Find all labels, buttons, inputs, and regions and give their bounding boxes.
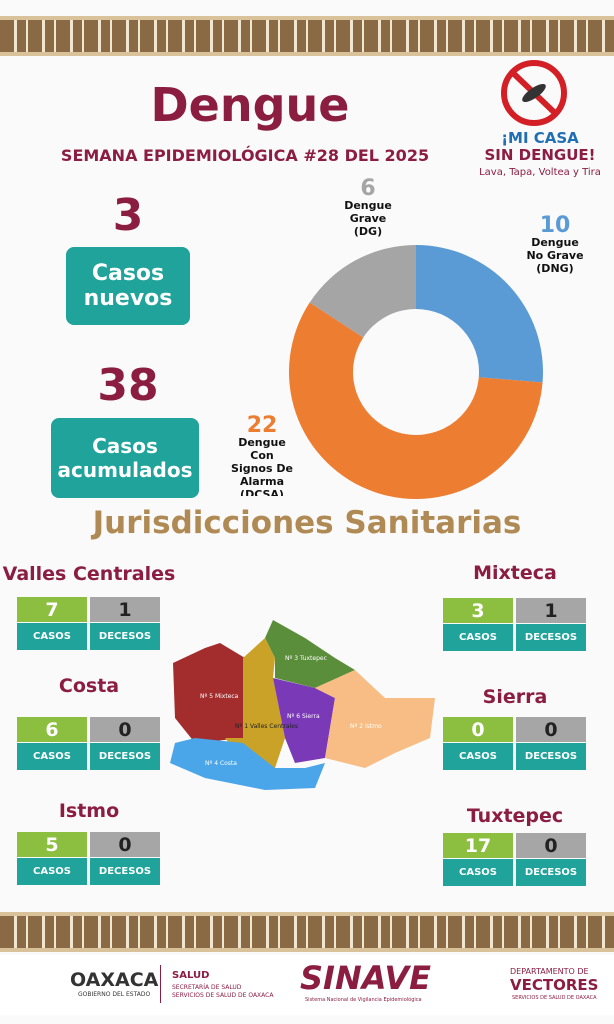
map-label: Nº 2 Istmo: [350, 723, 382, 730]
casos-label: CASOS: [443, 743, 513, 770]
decesos-value: 0: [516, 833, 586, 858]
summary-label: Casos nuevos: [66, 247, 190, 325]
decesos-label: DECESOS: [90, 623, 160, 650]
casos-label: CASOS: [443, 624, 513, 651]
decesos-label: DECESOS: [516, 743, 586, 770]
category-label: Dengue Con Signos De Alarma (DCSA): [231, 436, 293, 496]
campaign-line2: SIN DENGUE!: [484, 146, 596, 164]
casos-label: CASOS: [17, 858, 87, 885]
decesos-label: DECESOS: [516, 859, 586, 886]
jurisdiction-name: Istmo: [58, 800, 120, 822]
donut-segment: [309, 245, 416, 338]
footer-state: OAXACA: [70, 969, 159, 991]
footer-dept-sub: SERVICIOS DE SALUD DE OAXACA: [512, 995, 597, 1001]
summary-label: Casos acumulados: [51, 418, 199, 498]
jurisdiction-name: Sierra: [482, 686, 548, 708]
value-label: 6: [360, 176, 375, 201]
map: Nº 5 Mixteca Nº 1 Valles Centrales Nº 3 Tu…: [170, 620, 435, 790]
casos-label: CASOS: [17, 623, 87, 650]
jurisdiction-name: Mixteca: [473, 562, 557, 584]
casos-label: CASOS: [443, 859, 513, 886]
footer-dept: DEPARTAMENTO DE: [510, 967, 589, 976]
jurisdiction-name: Costa: [58, 675, 120, 697]
map-label: Nº 6 Sierra: [287, 713, 320, 720]
mosquito-icon: [501, 60, 567, 126]
map-label: Nº 3 Tuxtepec: [285, 655, 327, 662]
map-label: Nº 5 Mixteca: [200, 693, 239, 700]
category-label: Dengue Grave (DG): [344, 199, 392, 238]
decesos-value: 1: [516, 598, 586, 623]
map-label: Nº 1 Valles Centrales: [235, 723, 298, 730]
jurisdiction-name: Valles Centrales: [2, 563, 176, 585]
divider: [160, 965, 161, 1003]
footer-state-sub: GOBIERNO DEL ESTADO: [78, 991, 151, 998]
donut-segment: [288, 302, 543, 499]
decesos-label: DECESOS: [90, 858, 160, 885]
title: Dengue: [150, 78, 350, 132]
casos-value: 5: [17, 832, 87, 857]
decesos-value: 0: [516, 717, 586, 742]
footer: OAXACA GOBIERNO DEL ESTADO SALUD SECRETA…: [0, 955, 614, 1015]
casos-value: 6: [17, 717, 87, 742]
decesos-value: 0: [90, 717, 160, 742]
summary-value: 38: [97, 360, 159, 411]
value-label: 10: [540, 213, 571, 238]
footer-sinave: SINAVE: [300, 959, 431, 997]
top-band: [0, 16, 614, 56]
decesos-label: DECESOS: [90, 743, 160, 770]
footer-salud-sub: SECRETARÍA DE SALUD: [172, 984, 242, 991]
campaign-tagline: Lava, Tapa, Voltea y Tira: [479, 167, 601, 178]
campaign-line1: ¡MI CASA: [501, 129, 579, 147]
section-title: Jurisdicciones Sanitarias: [92, 505, 522, 541]
value-label: 22: [247, 413, 278, 438]
category-label: Dengue Con Signos De Alarma (DCSA): [231, 436, 293, 496]
footer-dept: VECTORES: [510, 976, 599, 994]
casos-value: 0: [443, 717, 513, 742]
footer-salud: SALUD: [172, 970, 210, 981]
footer-salud-sub: SERVICIOS DE SALUD DE OAXACA: [172, 992, 274, 999]
casos-value: 7: [17, 597, 87, 622]
category-label: Dengue No Grave (DNG): [526, 236, 584, 275]
campaign: ¡MI CASA SIN DENGUE! Lava, Tapa, Voltea y …: [470, 130, 610, 181]
decesos-label: DECESOS: [516, 624, 586, 651]
casos-value: 17: [443, 833, 513, 858]
jurisdiction-name: Tuxtepec: [466, 805, 564, 827]
category-label: Dengue No Grave (DNG): [526, 236, 584, 275]
decesos-value: 0: [90, 832, 160, 857]
casos-label: CASOS: [17, 743, 87, 770]
map-label: Nº 4 Costa: [205, 760, 237, 767]
footer-sinave-sub: Sistema Nacional de Vigilancia Epidemiol…: [305, 997, 422, 1003]
summary-value: 3: [112, 190, 144, 241]
bottom-band: [0, 912, 614, 952]
casos-value: 3: [443, 598, 513, 623]
decesos-value: 1: [90, 597, 160, 622]
donut-segment: [416, 245, 543, 383]
category-label: Dengue Grave (DG): [344, 199, 392, 238]
subtitle: SEMANA EPIDEMIOLÓGICA #28 DEL 2025: [60, 146, 430, 165]
